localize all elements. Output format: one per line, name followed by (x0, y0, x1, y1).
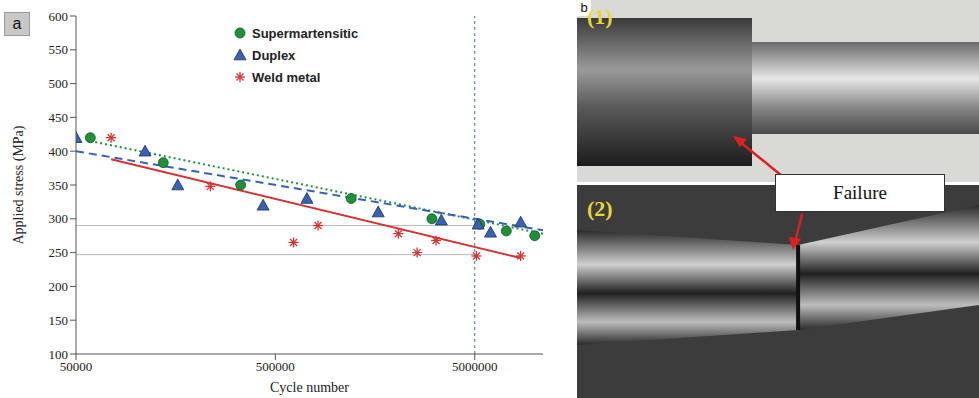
svg-text:500: 500 (49, 76, 69, 91)
svg-text:Applied stress (MPa): Applied stress (MPa) (11, 125, 27, 244)
svg-text:600: 600 (49, 9, 69, 24)
svg-text:Cycle number: Cycle number (270, 380, 349, 395)
svg-text:150: 150 (49, 313, 69, 328)
svg-text:450: 450 (49, 110, 69, 125)
svg-text:100: 100 (49, 347, 69, 362)
svg-text:500000: 500000 (256, 359, 295, 374)
svg-text:350: 350 (49, 178, 69, 193)
svg-text:550: 550 (49, 42, 69, 57)
html-text:(2): (2) (587, 196, 613, 221)
svg-text:400: 400 (49, 144, 69, 159)
html-text:Failure: Failure (833, 182, 887, 203)
svg-text:5000000: 5000000 (452, 359, 498, 374)
html-text:a: a (12, 15, 22, 32)
html-text:Duplex: Duplex (252, 47, 296, 63)
svg-text:300: 300 (49, 211, 69, 226)
svg-text:200: 200 (49, 279, 69, 294)
svg-text:50000: 50000 (59, 359, 93, 375)
html-text:b(1): b(1) (580, 0, 613, 29)
svg-text:250: 250 (49, 245, 69, 260)
html-text:Weld metal: Weld metal (252, 69, 321, 85)
html-text:Supermartensitic: Supermartensitic (252, 25, 359, 41)
